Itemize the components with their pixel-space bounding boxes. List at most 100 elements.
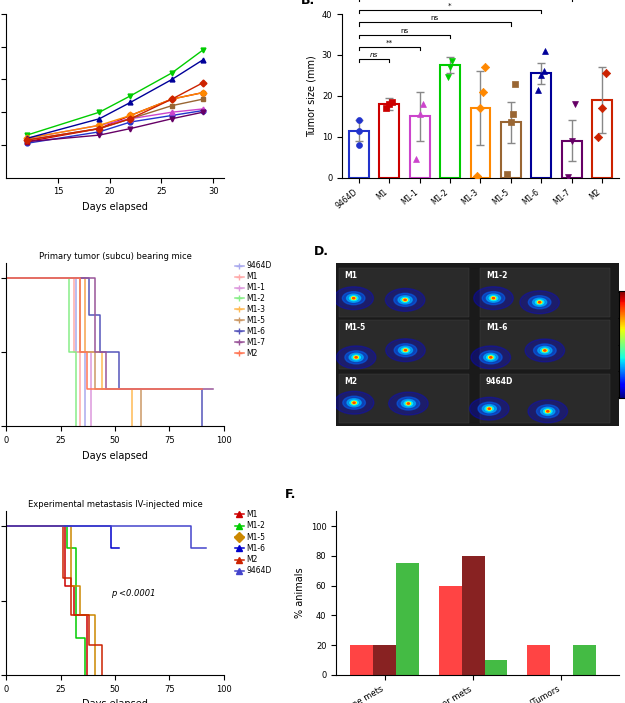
Circle shape	[347, 294, 361, 302]
Circle shape	[488, 408, 491, 409]
Circle shape	[352, 355, 361, 360]
Circle shape	[489, 356, 492, 358]
FancyBboxPatch shape	[480, 374, 610, 423]
Circle shape	[491, 297, 496, 299]
Text: B.: B.	[301, 0, 315, 7]
Circle shape	[528, 400, 568, 423]
X-axis label: Days elapsed: Days elapsed	[82, 451, 148, 460]
Bar	[350, 645, 373, 675]
Circle shape	[525, 339, 564, 362]
Bar	[531, 73, 551, 178]
FancyBboxPatch shape	[480, 268, 610, 316]
Bar	[379, 104, 399, 178]
Point	[570, 98, 580, 110]
Text: ns: ns	[431, 15, 439, 21]
Circle shape	[489, 296, 498, 301]
Point	[354, 125, 364, 136]
Circle shape	[546, 410, 550, 413]
Legend: M1, M1-2, M1-5, M1-6, M2, 9464D: M1, M1-2, M1-5, M1-6, M2, 9464D	[232, 507, 275, 579]
Circle shape	[349, 354, 363, 361]
Bar	[410, 116, 429, 178]
Point	[601, 67, 611, 79]
Circle shape	[355, 356, 357, 358]
FancyBboxPatch shape	[339, 374, 469, 423]
Point	[567, 135, 577, 146]
Circle shape	[532, 298, 547, 307]
Bar	[440, 65, 460, 178]
Circle shape	[520, 291, 559, 314]
X-axis label: Days elapsed: Days elapsed	[82, 699, 148, 703]
Circle shape	[534, 344, 556, 357]
Point	[411, 153, 421, 165]
FancyBboxPatch shape	[480, 320, 610, 369]
Point	[354, 114, 364, 125]
Bar	[562, 141, 581, 178]
Point	[414, 109, 424, 120]
Point	[593, 131, 603, 143]
Point	[510, 78, 520, 89]
Point	[442, 72, 452, 83]
Circle shape	[398, 296, 412, 304]
Circle shape	[342, 396, 366, 409]
Circle shape	[394, 293, 416, 307]
Point	[480, 62, 490, 73]
Circle shape	[336, 346, 376, 369]
Text: 9464D: 9464D	[486, 378, 513, 386]
Circle shape	[536, 405, 559, 418]
Text: M1-2: M1-2	[486, 271, 508, 280]
Circle shape	[539, 302, 541, 303]
Circle shape	[474, 287, 513, 309]
Bar	[501, 122, 521, 178]
Bar	[349, 131, 369, 178]
Bar	[396, 563, 419, 675]
Text: ns: ns	[401, 27, 409, 34]
Circle shape	[541, 348, 549, 353]
Point	[541, 45, 551, 56]
Point	[478, 86, 488, 98]
Point	[472, 170, 482, 181]
Point	[503, 169, 512, 180]
Bar	[527, 645, 550, 675]
Point	[354, 139, 364, 150]
Circle shape	[544, 350, 546, 351]
Text: **: **	[386, 40, 393, 46]
Circle shape	[486, 294, 501, 302]
X-axis label: Days elapsed: Days elapsed	[82, 202, 148, 212]
Circle shape	[394, 344, 417, 356]
Circle shape	[404, 401, 412, 406]
Point	[508, 109, 518, 120]
Bar	[439, 586, 461, 675]
Circle shape	[541, 407, 555, 415]
Point	[532, 84, 542, 96]
Point	[381, 103, 391, 114]
FancyBboxPatch shape	[339, 320, 469, 369]
Circle shape	[352, 297, 355, 299]
Circle shape	[401, 297, 409, 302]
Circle shape	[471, 346, 511, 369]
Circle shape	[487, 407, 491, 410]
Point	[418, 98, 428, 110]
Circle shape	[492, 297, 494, 299]
Title: Primary tumor (subcu) bearing mice: Primary tumor (subcu) bearing mice	[39, 252, 191, 261]
Circle shape	[354, 356, 358, 359]
Circle shape	[482, 405, 496, 413]
Point	[506, 117, 516, 128]
Point	[476, 103, 486, 114]
Y-axis label: % animals: % animals	[295, 568, 305, 619]
Circle shape	[397, 397, 420, 410]
Circle shape	[406, 402, 411, 405]
Bar	[484, 660, 508, 675]
Bar	[471, 108, 491, 178]
Circle shape	[401, 399, 416, 408]
Circle shape	[484, 354, 498, 361]
Y-axis label: Tumor size (mm): Tumor size (mm)	[306, 55, 316, 136]
Legend: 9464D, M1, M1-1, M1-2, M1-3, M1-5, M1-6, M1-7, M2: 9464D, M1, M1-1, M1-2, M1-3, M1-5, M1-6,…	[232, 258, 275, 361]
Circle shape	[538, 347, 552, 354]
Circle shape	[342, 292, 365, 304]
Circle shape	[528, 296, 551, 309]
Point	[448, 56, 458, 67]
Text: M1: M1	[344, 271, 357, 280]
Circle shape	[547, 411, 549, 412]
Circle shape	[353, 402, 355, 404]
FancyBboxPatch shape	[339, 268, 469, 316]
